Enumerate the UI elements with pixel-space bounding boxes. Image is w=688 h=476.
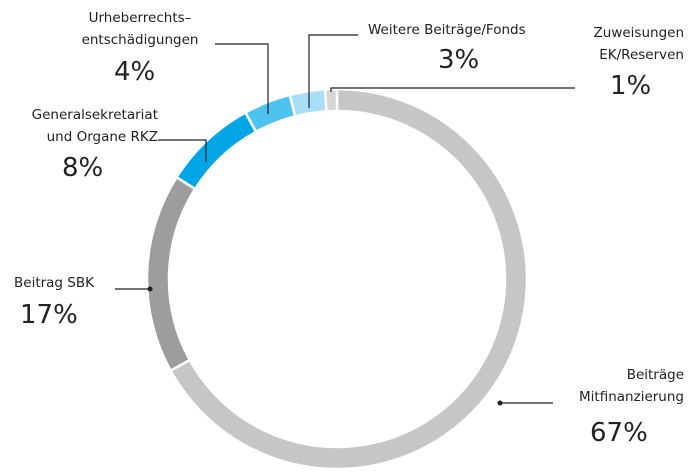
slice-value: 17% xyxy=(20,300,78,330)
leader-dot xyxy=(497,400,503,406)
leader-lines xyxy=(115,34,575,406)
slice-label: Beitrag SBK xyxy=(14,275,94,291)
slice-value: 3% xyxy=(438,45,480,75)
slice-label: Urheberrechts– entschädigungen xyxy=(81,10,199,48)
leader-line xyxy=(330,87,575,92)
leader-line xyxy=(215,43,269,114)
slice-label: Zuweisungen EK/Reserven xyxy=(593,25,684,63)
slice-label: Generalsekretariat und Organe RKZ xyxy=(31,107,158,145)
slice-value: 4% xyxy=(114,57,156,87)
slice-label: Beiträge Mitfinanzierung xyxy=(579,367,684,405)
slice-label: Weitere Beiträge/Fonds xyxy=(368,22,526,38)
slice-value: 1% xyxy=(610,71,652,101)
slice-value: 8% xyxy=(62,153,104,183)
donut-slice xyxy=(323,87,339,113)
donut-slice xyxy=(174,110,258,191)
donut-slice xyxy=(243,93,297,134)
leader-dot xyxy=(147,286,153,292)
donut-slice xyxy=(145,175,197,373)
leader-line xyxy=(158,139,207,162)
donut-slice xyxy=(288,88,328,118)
slice-value: 67% xyxy=(590,418,648,448)
leader-line xyxy=(308,34,358,108)
